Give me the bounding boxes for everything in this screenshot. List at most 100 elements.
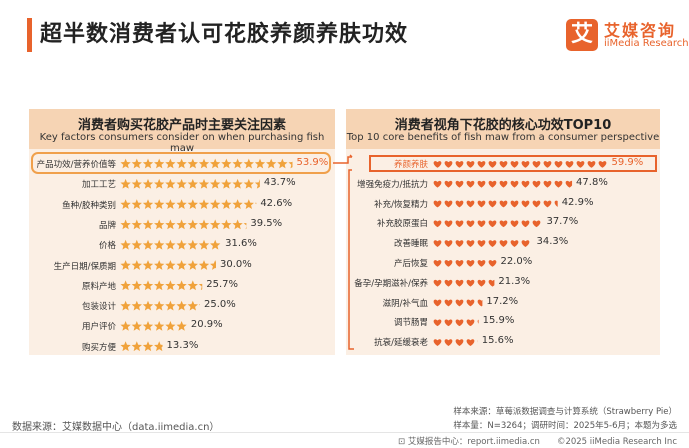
star-mark [165, 321, 176, 331]
factors-value-label: 31.6% [225, 238, 257, 250]
benefits-value-label: 21.3% [498, 275, 531, 287]
star-mark [176, 321, 187, 331]
benefits-highlight-box [369, 155, 657, 172]
star-mark [142, 178, 154, 189]
star-mark [266, 158, 277, 169]
bracket-top [349, 154, 353, 158]
footer-credit: ⊡ 艾媒报告中心：report.iimedia.cn ©2025 iiMedia… [398, 437, 677, 447]
heart-mark [444, 299, 453, 307]
factors-bar [120, 219, 247, 230]
sample-size-note: 样本量：N=3264；调研时间：2025年5-6月；本题为多选 [453, 421, 677, 431]
benefits-bar [433, 319, 479, 327]
heart-mark [477, 161, 486, 168]
benefits-value-label: 34.3% [536, 236, 569, 248]
star-mark [142, 321, 154, 331]
heart-mark [477, 180, 486, 188]
footer-divider [0, 432, 689, 433]
heart-mark [510, 200, 519, 208]
heart-mark [466, 161, 475, 168]
star-mark [210, 219, 221, 230]
star-mark [131, 260, 142, 270]
star-mark [165, 300, 176, 311]
heart-mark [543, 200, 552, 208]
heart-mark [477, 340, 478, 342]
factors-category-label: 鱼种/胶种类别 [62, 200, 116, 211]
factors-bar [120, 300, 200, 311]
logo-cn-text: 艾媒咨询 [604, 21, 677, 40]
benefits-category-label: 养颜养肤 [393, 160, 428, 170]
factors-category-label: 购买方便 [81, 342, 116, 353]
star-mark [154, 239, 165, 250]
benefits-bar [433, 299, 483, 307]
factors-bar [120, 199, 257, 209]
factors-value-label: 43.7% [263, 177, 296, 189]
star-mark [142, 280, 154, 291]
star-mark [165, 260, 176, 270]
benefits-chart-subtitle: Top 10 core benefits of fish maw from a … [346, 132, 660, 143]
factors-marks [120, 158, 293, 352]
star-mark [165, 158, 176, 169]
heart-mark [488, 161, 497, 168]
heart-mark [576, 161, 585, 168]
heart-mark [565, 161, 574, 168]
heart-mark [433, 200, 442, 208]
benefits-bar [433, 279, 495, 287]
heart-mark [532, 161, 541, 168]
star-mark [210, 199, 221, 209]
factors-value-label: 30.0% [220, 258, 252, 270]
star-mark [120, 239, 131, 250]
star-mark [154, 341, 163, 352]
heart-mark [444, 339, 453, 346]
star-mark [243, 223, 247, 230]
heart-mark [587, 161, 596, 168]
benefits-category-label: 补充/恢复精力 [374, 199, 428, 210]
heart-mark [510, 220, 519, 228]
benefits-value-label: 37.7% [546, 216, 579, 228]
factors-bar [120, 158, 293, 169]
heart-mark [554, 180, 563, 188]
heart-mark [455, 339, 464, 346]
star-mark [221, 199, 232, 209]
heart-mark [543, 180, 552, 188]
heart-mark [444, 200, 453, 208]
star-mark [120, 199, 131, 209]
star-mark [176, 239, 187, 250]
heart-mark [488, 240, 497, 247]
heart-mark [466, 240, 475, 247]
benefits-category-label: 补充胶原蛋白 [376, 219, 428, 230]
star-mark [120, 219, 131, 230]
star-mark [165, 199, 176, 209]
benefits-panel: 消费者视角下花胶的核心功效TOP10 Top 10 core benefits … [346, 109, 660, 355]
factors-highlight-box [31, 152, 331, 174]
heart-mark [488, 200, 497, 208]
star-mark [210, 260, 216, 270]
heart-mark [477, 200, 486, 208]
star-mark [198, 219, 210, 230]
star-mark [120, 300, 131, 311]
star-mark [154, 260, 165, 270]
heart-mark [433, 161, 442, 168]
benefits-category-label: 滋阴/补气血 [382, 298, 428, 309]
star-mark [232, 158, 243, 169]
star-mark [176, 178, 187, 189]
heart-mark [433, 220, 442, 228]
star-mark [210, 158, 221, 169]
star-mark [187, 199, 198, 209]
star-mark [142, 158, 154, 169]
heart-mark [466, 339, 475, 346]
heart-mark [444, 161, 453, 168]
star-mark [198, 239, 210, 250]
logo-en-text: iiMedia Research [604, 38, 689, 49]
heart-mark [444, 279, 453, 287]
star-mark [131, 219, 142, 230]
factors-category-label: 加工工艺 [81, 180, 116, 191]
factors-category-label: 价格 [98, 241, 116, 252]
iimedia-logo: 艾 艾媒咨询 iiMedia Research [566, 19, 689, 53]
heart-mark [532, 180, 541, 188]
heart-mark [466, 319, 475, 327]
benefits-category-label: 改善睡眠 [393, 239, 428, 250]
heart-mark [554, 161, 563, 168]
factors-category-label: 生产日期/保质期 [53, 261, 116, 272]
heart-mark [510, 180, 519, 188]
